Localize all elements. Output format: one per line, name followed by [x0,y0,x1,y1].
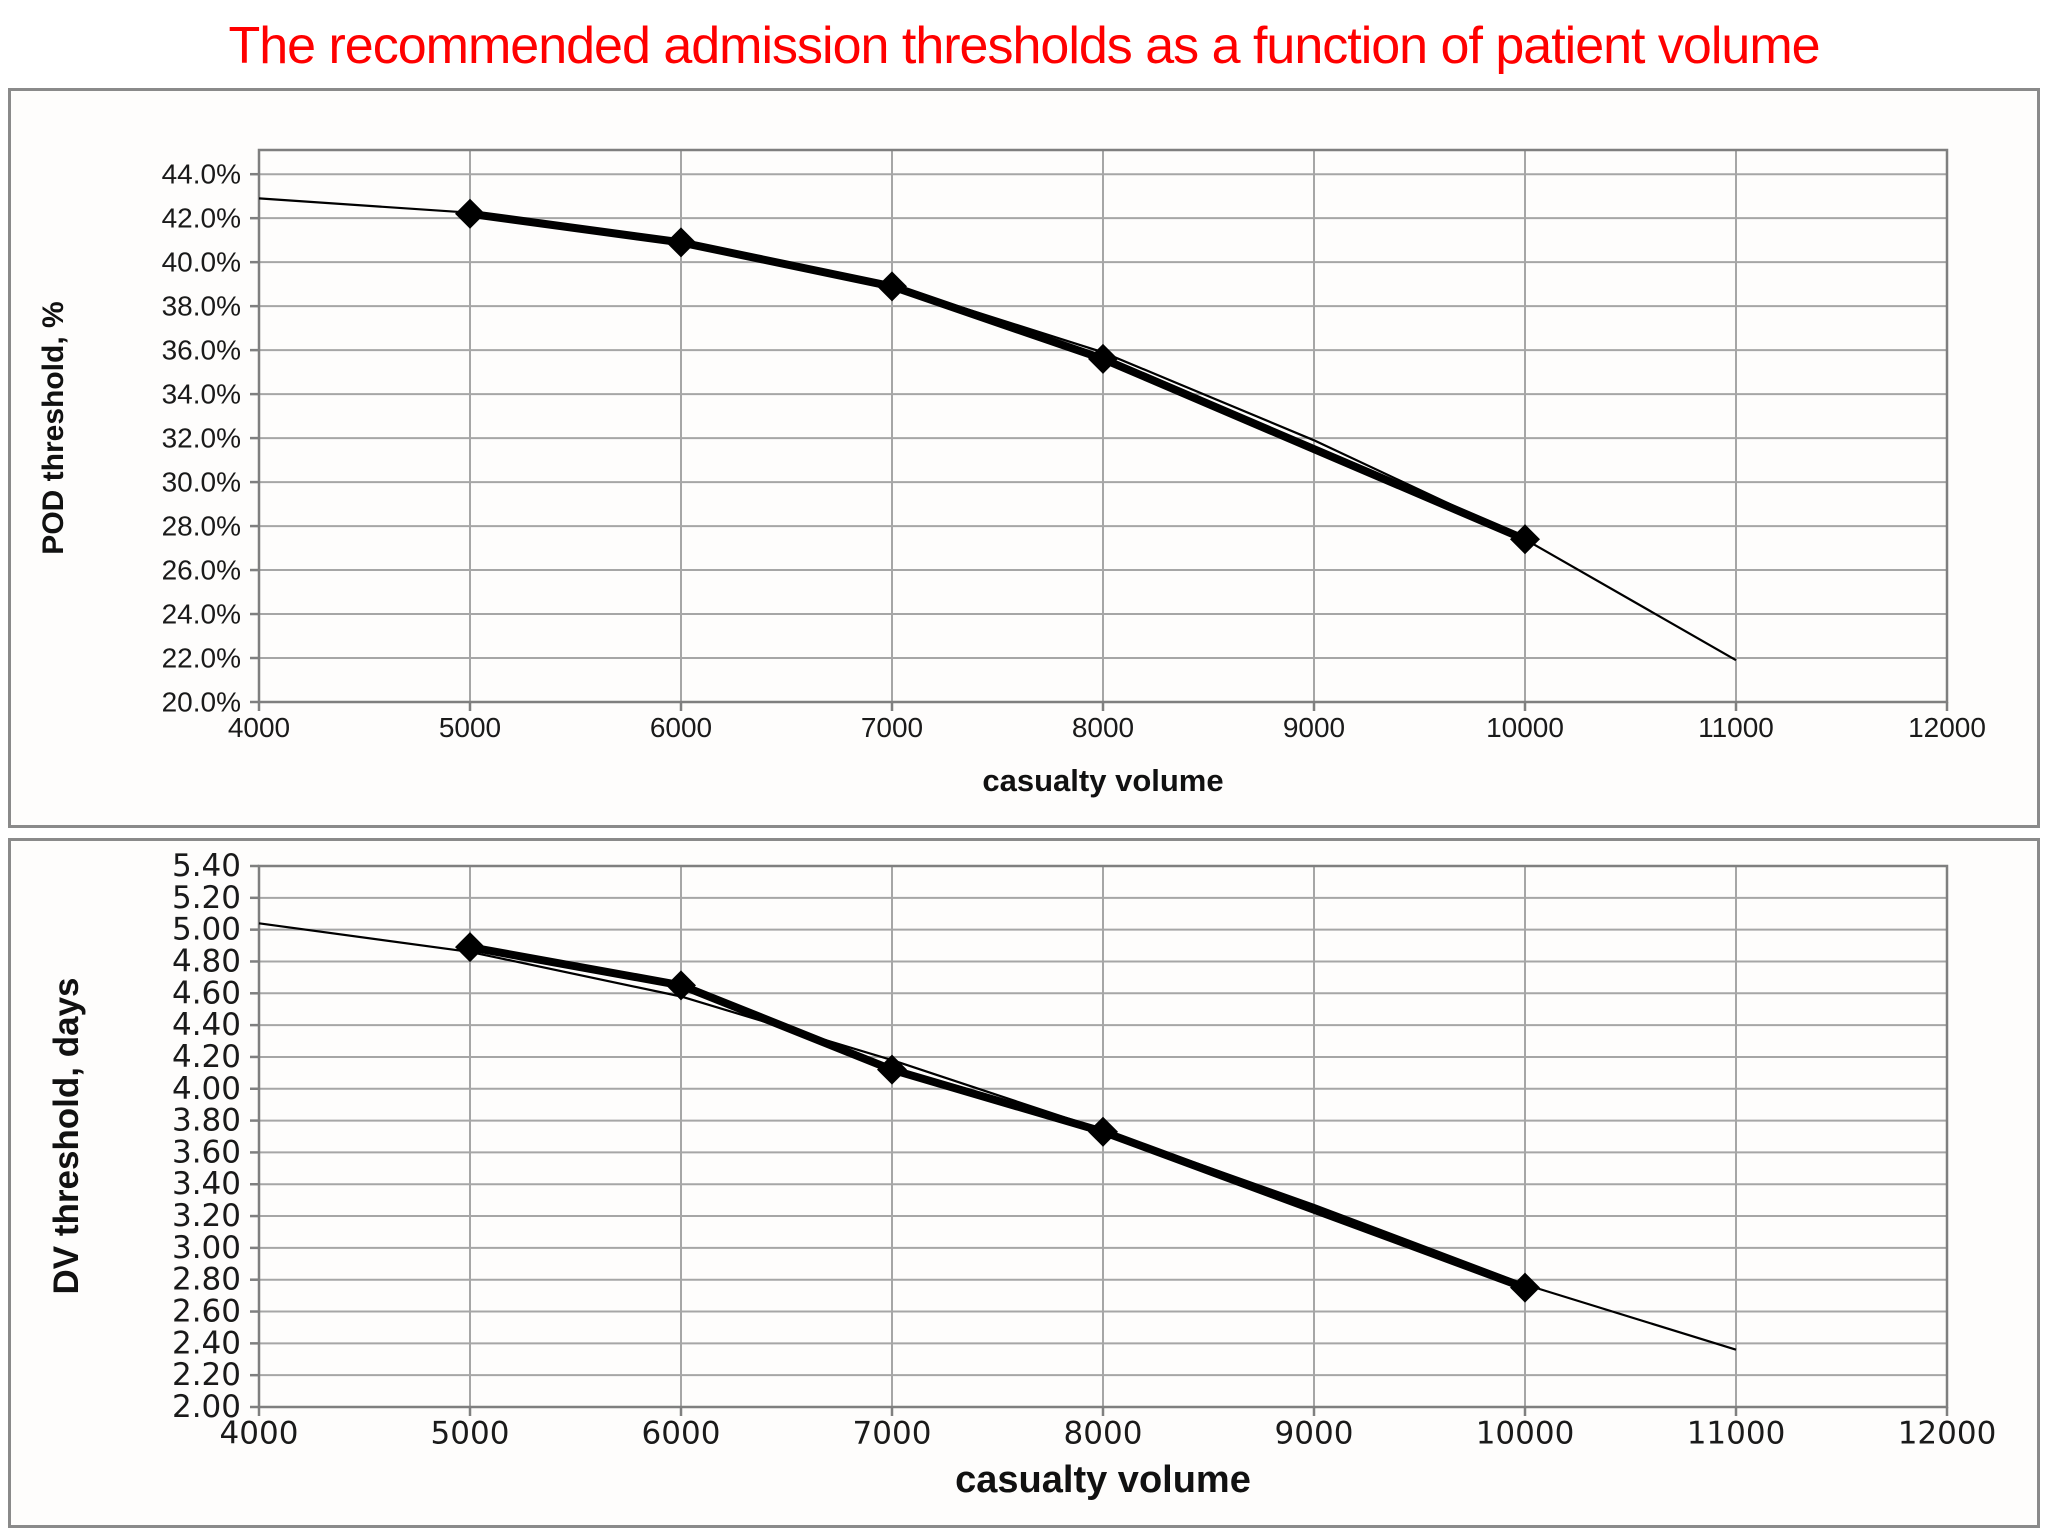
x-tick-label: 9000 [1275,1415,1354,1451]
dv-y-axis-title: DV threshold, days [47,977,86,1295]
x-tick-label: 8000 [1072,712,1134,743]
x-tick-label: 4000 [228,712,290,743]
y-tick-label: 5.40 [172,848,241,884]
x-tick-label: 9000 [1283,712,1345,743]
x-tick-label: 10000 [1486,712,1564,743]
x-tick-label: 11000 [1687,1415,1786,1451]
y-tick-label: 4.60 [172,975,241,1011]
x-tick-label: 12000 [1908,712,1986,743]
y-tick-label: 32.0% [162,423,241,454]
dv-threshold-plot: 5.405.205.004.804.604.404.204.003.803.60… [172,848,1997,1451]
pod-threshold-chart-panel: 44.0% 42.0% 40.0% 38.0% 36.0% 34.0% 32.0% 30.0%… [8,88,2040,828]
y-tick-label: 40.0% [162,247,241,278]
y-tick-label: 3.40 [172,1166,241,1202]
y-tick-label: 42.0% [162,203,241,234]
trendline-series [258,922,1737,1351]
y-tick-label: 26.0% [162,555,241,586]
x-tick-label: 12000 [1898,1415,1997,1451]
y-tick-label: 34.0% [162,379,241,410]
x-tick-label: 7000 [861,712,923,743]
y-tick-label: 2.80 [172,1262,241,1298]
dv-x-axis-title: casualty volume [955,1459,1251,1501]
x-tick-label: 4000 [220,1415,299,1451]
x-tick-label: 8000 [1064,1415,1143,1451]
diamond-marker [1088,1116,1118,1147]
y-tick-label: 5.20 [172,880,241,916]
y-tick-label: 36.0% [162,335,241,366]
pod-threshold-plot: 44.0% 42.0% 40.0% 38.0% 36.0% 34.0% 32.0% 30.0%… [162,148,1986,743]
pod-x-axis-title: casualty volume [982,763,1224,798]
page-title: The recommended admission thresholds as … [228,17,1820,75]
x-tick-label: 7000 [853,1415,932,1451]
y-tick-label: 2.60 [172,1294,241,1330]
x-tick-label: 10000 [1476,1415,1575,1451]
y-tick-label: 2.20 [172,1357,241,1393]
diamond-marker [1510,1272,1540,1303]
y-tick-label: 5.00 [172,912,241,948]
y-tick-label: 4.80 [172,943,241,979]
y-tick-label: 22.0% [162,643,241,674]
y-tick-label: 3.20 [172,1198,241,1234]
y-tick-label: 2.40 [172,1325,241,1361]
x-tick-label: 5000 [431,1415,510,1451]
y-tick-label: 30.0% [162,467,241,498]
trendline-series [258,197,1737,662]
pod-y-axis-title: POD threshold, % [37,301,70,555]
x-tick-label: 6000 [642,1415,721,1451]
y-tick-label: 3.60 [172,1134,241,1170]
y-tick-label: 4.00 [172,1071,241,1107]
x-tick-label: 11000 [1698,712,1774,743]
threshold-series [469,943,1527,1292]
y-tick-label: 28.0% [162,511,241,542]
y-tick-label: 3.00 [172,1230,241,1266]
x-tick-label: 6000 [650,712,712,743]
x-tick-label: 5000 [439,712,501,743]
dv-threshold-chart-panel: 5.40 5.20 5.00 4.80 4.60 4.40 4.20 4.00 3.80 3.60… [8,838,2040,1528]
y-tick-label: 3.80 [172,1103,241,1139]
diamond-marker [1088,343,1118,374]
y-tick-label: 44.0% [162,159,241,190]
y-tick-label: 4.40 [172,1007,241,1043]
y-tick-label: 24.0% [162,599,241,630]
y-tick-label: 20.0% [162,687,241,718]
y-tick-label: 2.00 [172,1389,241,1425]
diamond-marker [455,932,485,963]
y-tick-label: 38.0% [162,291,241,322]
y-tick-label: 4.20 [172,1039,241,1075]
diamond-marker [666,970,696,1001]
